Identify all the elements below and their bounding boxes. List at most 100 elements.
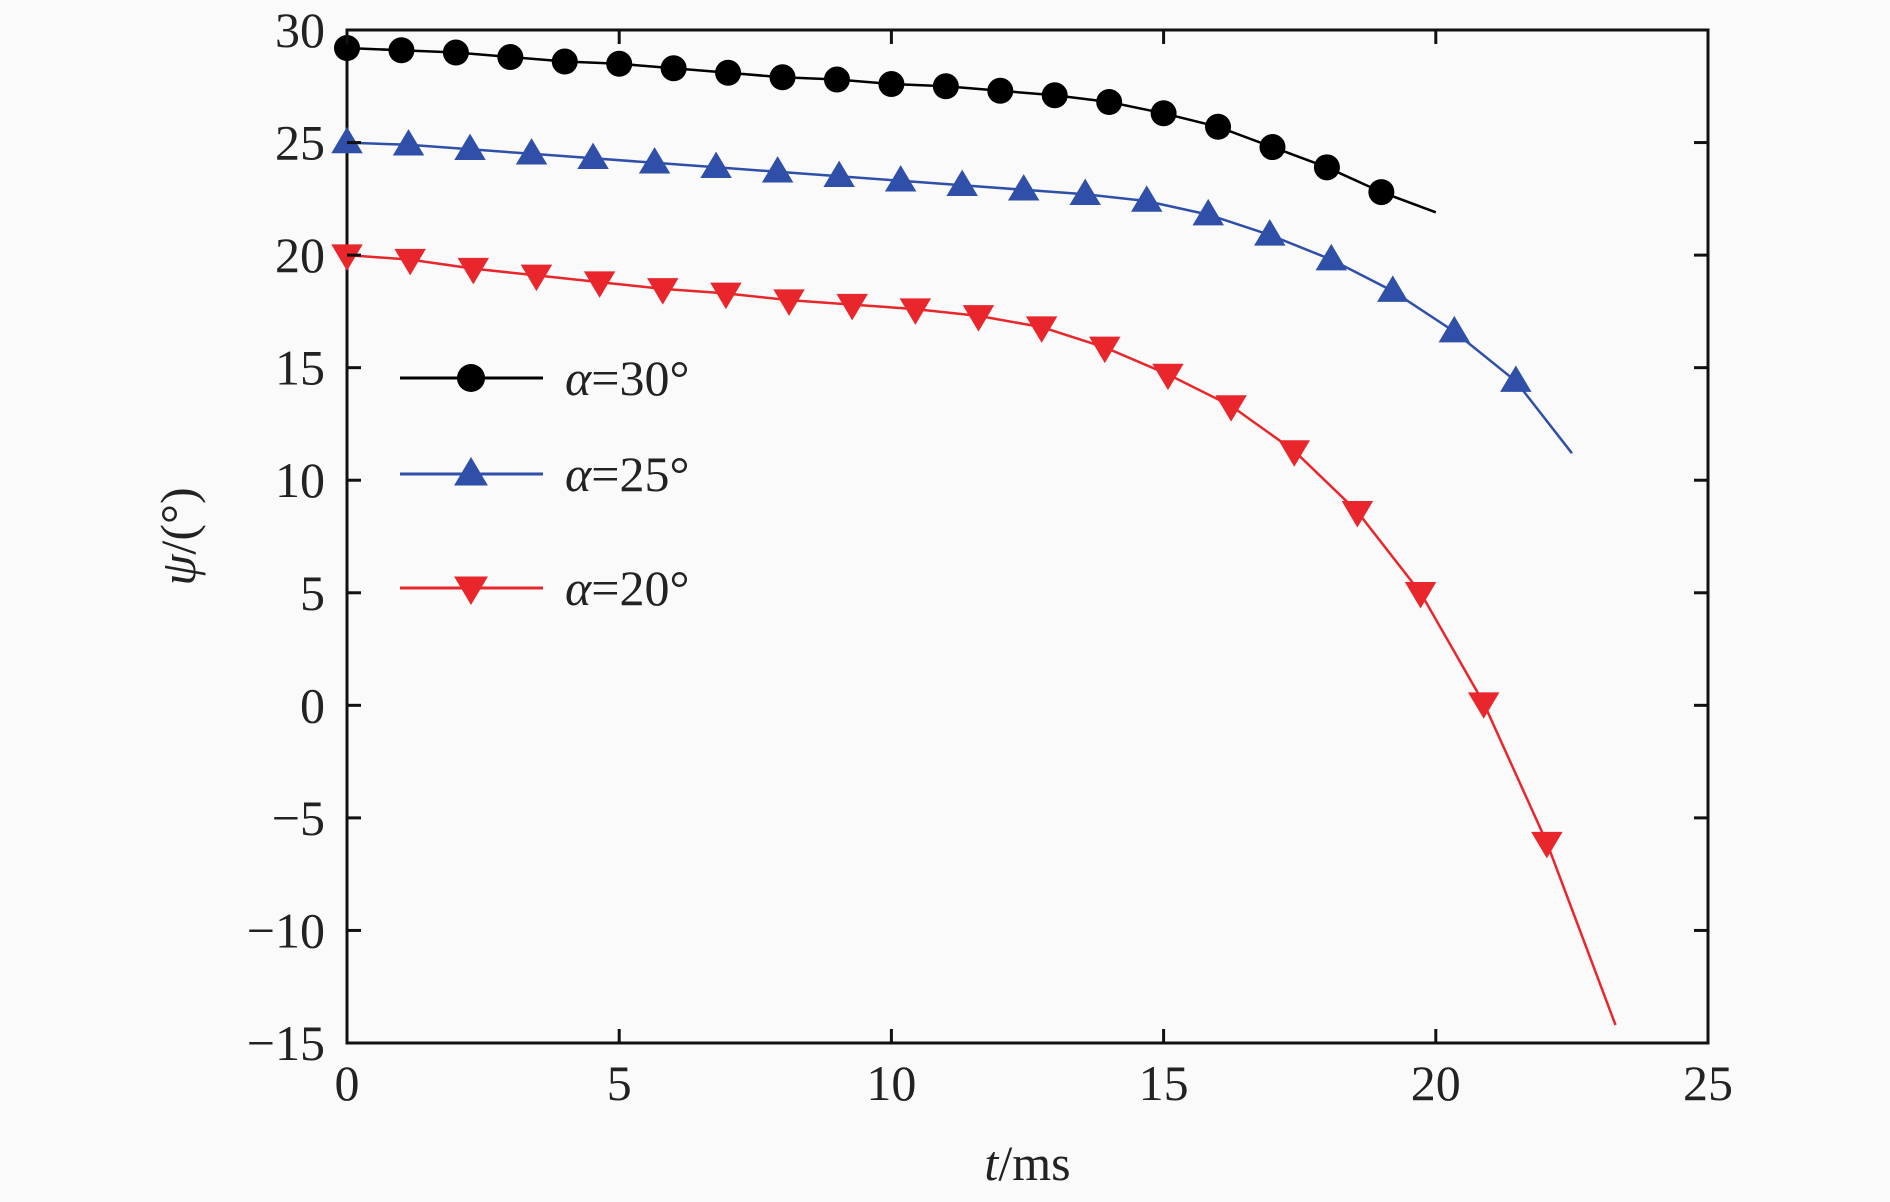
x-axis-title: t/ms xyxy=(984,1135,1070,1191)
legend-label: α=20° xyxy=(565,560,689,616)
y-tick-label: 5 xyxy=(300,565,325,621)
data-point xyxy=(583,271,616,298)
legend: α=30°α=25°α=20° xyxy=(400,350,689,616)
data-point xyxy=(1368,179,1395,206)
data-point xyxy=(1531,831,1563,859)
data-point xyxy=(497,44,524,71)
legend-item-2: α=20° xyxy=(400,560,689,616)
data-point xyxy=(638,147,671,174)
data-point xyxy=(823,66,850,93)
data-point xyxy=(1130,185,1163,212)
data-point xyxy=(457,257,490,285)
data-point xyxy=(1025,316,1058,343)
data-point xyxy=(836,293,868,321)
data-point xyxy=(1377,275,1409,302)
data-point xyxy=(392,129,425,156)
data-point xyxy=(515,138,548,165)
legend-variable: α xyxy=(565,560,593,616)
data-point xyxy=(1315,243,1348,271)
series-0 xyxy=(334,35,1437,214)
data-point xyxy=(1205,113,1232,140)
data-point xyxy=(1041,82,1068,109)
legend-variable: α xyxy=(565,446,593,502)
data-point xyxy=(700,151,732,179)
legend-value: =20° xyxy=(591,560,689,616)
y-tick-label: −15 xyxy=(247,1015,325,1071)
data-point xyxy=(388,37,415,64)
x-axis-unit: /ms xyxy=(998,1135,1070,1191)
legend-label: α=25° xyxy=(565,446,689,502)
data-point xyxy=(660,55,687,82)
data-point xyxy=(457,364,485,392)
data-point xyxy=(1007,174,1040,201)
series-1 xyxy=(331,126,1573,454)
data-point xyxy=(962,305,995,332)
data-point xyxy=(1096,89,1123,116)
legend-item-0: α=30° xyxy=(400,350,689,406)
plot-frame xyxy=(345,28,1710,1045)
data-point xyxy=(606,50,633,77)
y-tick-label: 10 xyxy=(275,452,325,508)
data-point xyxy=(987,77,1014,104)
legend-item-1: α=25° xyxy=(400,446,689,502)
data-point xyxy=(715,59,742,86)
data-point xyxy=(1404,582,1437,609)
y-tick-label: 0 xyxy=(300,677,325,733)
data-point xyxy=(773,289,805,316)
legend-value: =30° xyxy=(591,350,689,406)
x-axis: 0 5 10 15 20 25 xyxy=(335,30,1733,1111)
data-point xyxy=(1069,178,1101,206)
data-point xyxy=(1152,363,1184,391)
y-axis: 30 25 20 15 10 5 0 −5 −10 −15 xyxy=(247,2,1708,1071)
x-tick-label: 10 xyxy=(866,1055,916,1111)
legend-value: =25° xyxy=(591,446,689,502)
y-axis-unit: /(°) xyxy=(150,487,206,554)
legend-variable: α xyxy=(565,350,593,406)
x-tick-label: 15 xyxy=(1139,1055,1189,1111)
data-point xyxy=(551,48,578,75)
series-line xyxy=(346,253,1617,1026)
y-tick-label: −5 xyxy=(272,790,325,846)
x-tick-label: 5 xyxy=(607,1055,632,1111)
series-2 xyxy=(331,244,1617,1026)
data-point xyxy=(1500,365,1532,392)
data-point xyxy=(520,264,553,292)
data-point xyxy=(647,278,679,305)
data-point xyxy=(1467,692,1500,719)
y-tick-label: 25 xyxy=(275,115,325,171)
y-tick-label: 20 xyxy=(275,227,325,283)
data-point xyxy=(884,165,917,192)
data-point xyxy=(1438,315,1471,343)
data-point xyxy=(761,156,794,183)
y-tick-label: −10 xyxy=(247,902,325,958)
data-point xyxy=(1192,198,1224,226)
data-point xyxy=(1313,154,1340,181)
x-tick-label: 20 xyxy=(1411,1055,1461,1111)
data-point xyxy=(769,64,796,91)
data-point xyxy=(1341,501,1374,528)
data-point xyxy=(899,298,932,325)
series-layer xyxy=(331,35,1617,1026)
data-point xyxy=(1215,395,1247,422)
y-tick-label: 30 xyxy=(275,2,325,58)
data-point xyxy=(331,244,363,271)
x-tick-label: 0 xyxy=(335,1055,360,1111)
y-axis-title: ψ/(°) xyxy=(150,487,206,585)
data-point xyxy=(1150,100,1177,127)
legend-label: α=30° xyxy=(565,350,689,406)
data-point xyxy=(331,126,363,154)
x-axis-variable: t xyxy=(984,1135,999,1191)
y-tick-label: 15 xyxy=(275,340,325,396)
data-point xyxy=(1089,336,1121,364)
data-point xyxy=(454,576,488,605)
x-tick-label: 25 xyxy=(1683,1055,1733,1111)
data-point xyxy=(454,457,488,486)
data-point xyxy=(946,169,978,197)
data-point xyxy=(1259,134,1286,161)
data-point xyxy=(394,248,426,276)
data-point xyxy=(577,142,609,170)
data-point xyxy=(1278,440,1310,467)
data-point xyxy=(334,35,360,62)
data-point xyxy=(823,160,855,188)
data-point xyxy=(454,133,486,161)
